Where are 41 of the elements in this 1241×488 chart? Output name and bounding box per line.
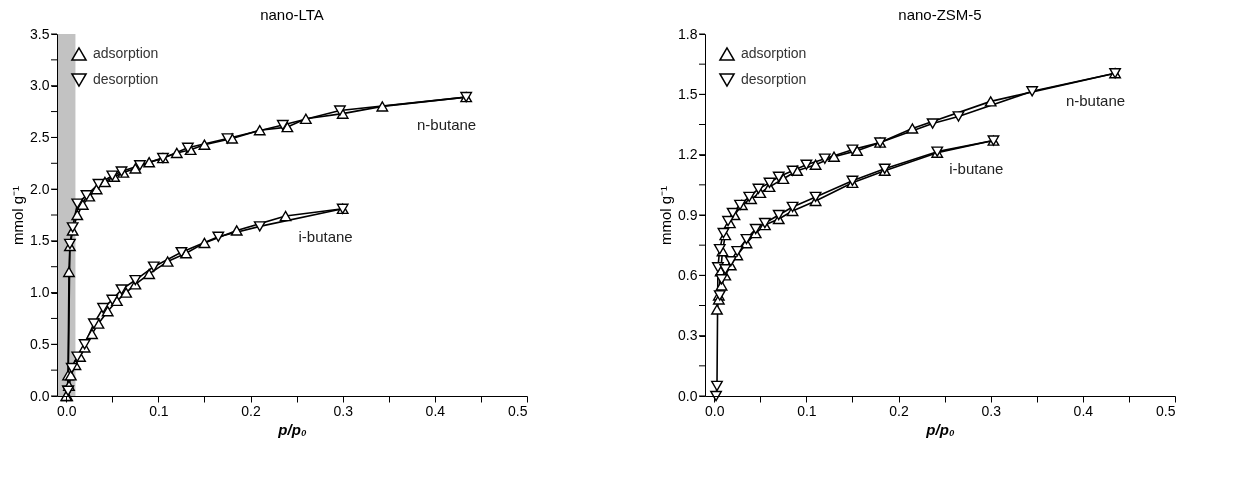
y-tick-label: 0.6 xyxy=(678,266,698,283)
x-tick-label: 0.0 xyxy=(56,402,77,419)
y-tick-label: 0.9 xyxy=(678,206,698,223)
annotation: i-butane xyxy=(949,159,1004,177)
y-tick-label: 2.5 xyxy=(30,128,50,145)
y-tick-label: 1.5 xyxy=(678,85,698,102)
y-tick-label: 1.0 xyxy=(30,284,50,301)
y-tick-label: 0.3 xyxy=(678,327,698,344)
annotation: n-butane xyxy=(1065,92,1126,110)
x-tick-label: 0.1 xyxy=(797,402,817,419)
x-axis-title: p/p₀ xyxy=(925,420,955,438)
y-tick-label: 0.0 xyxy=(30,387,50,404)
y-tick-label: 0.5 xyxy=(30,335,50,352)
y-tick-label: 1.2 xyxy=(678,146,698,163)
annotation: n-butane xyxy=(416,116,477,134)
x-tick-label: 0.5 xyxy=(508,402,528,419)
chart-title: nano-ZSM-5 xyxy=(898,6,982,23)
x-tick-label: 0.4 xyxy=(1073,402,1094,419)
legend-label: adsorption xyxy=(741,45,807,61)
y-tick-label: 2.0 xyxy=(30,180,50,197)
x-tick-label: 0.5 xyxy=(1156,402,1176,419)
x-tick-label: 0.1 xyxy=(149,402,169,419)
y-tick-label: 1.8 xyxy=(678,25,698,42)
x-tick-label: 0.2 xyxy=(889,402,909,419)
legend-label: desorption xyxy=(93,71,159,87)
y-tick-label: 1.5 xyxy=(30,232,50,249)
chart-title: nano-LTA xyxy=(260,6,324,23)
x-tick-label: 0.4 xyxy=(425,402,446,419)
x-tick-label: 0.3 xyxy=(981,402,1002,419)
x-tick-label: 0.2 xyxy=(241,402,261,419)
y-tick-label: 3.0 xyxy=(30,77,50,94)
annotation: i-butane xyxy=(298,227,353,245)
legend-label: adsorption xyxy=(93,45,159,61)
x-tick-label: 0.3 xyxy=(333,402,354,419)
y-tick-label: 3.5 xyxy=(30,25,50,42)
x-axis-title: p/p₀ xyxy=(277,420,307,438)
y-tick-label: 0.0 xyxy=(678,387,698,404)
legend-label: desorption xyxy=(741,71,807,87)
x-tick-label: 0.0 xyxy=(704,402,725,419)
y-axis-title: mmol g⁻¹ xyxy=(9,185,27,246)
y-axis-title: mmol g⁻¹ xyxy=(657,185,675,246)
